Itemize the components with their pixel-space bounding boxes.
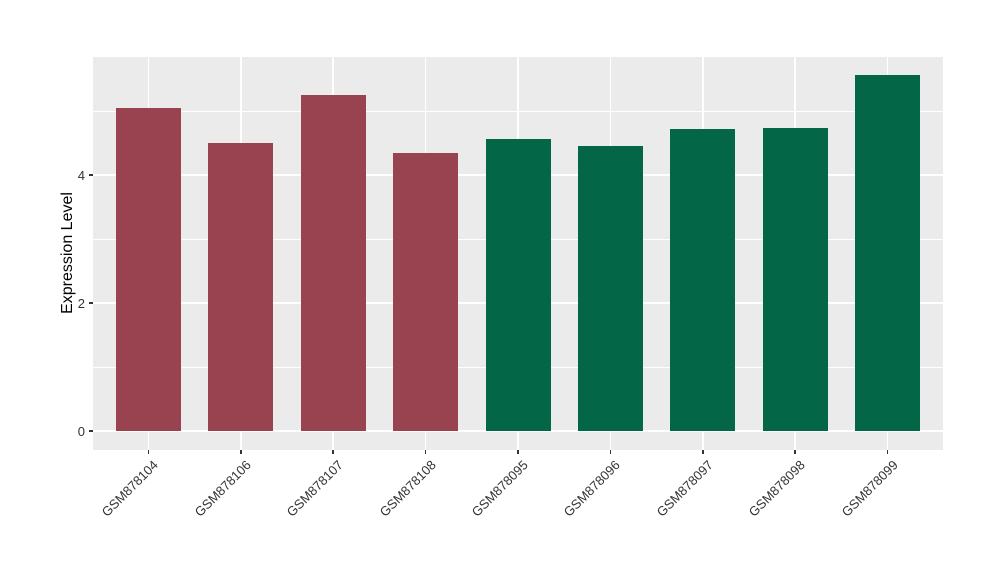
x-tick-mark	[702, 450, 704, 454]
x-tick-label: GSM878095	[468, 457, 531, 520]
bar-GSM878104	[115, 107, 181, 431]
bar-GSM878097	[670, 128, 736, 431]
bar-GSM878095	[485, 139, 551, 431]
x-tick-label: GSM878108	[376, 457, 439, 520]
y-tick-label: 2	[77, 295, 85, 311]
x-tick-label: GSM878096	[561, 457, 624, 520]
bar-GSM878106	[208, 143, 274, 431]
x-tick-label: GSM878098	[745, 457, 809, 520]
x-tick-mark	[886, 450, 889, 454]
x-tick-label: GSM878107	[283, 457, 347, 520]
x-tick-label: GSM878106	[191, 457, 254, 520]
x-tick-mark	[609, 450, 612, 454]
x-tick-mark	[794, 450, 796, 454]
y-tick-label: 4	[77, 167, 85, 183]
x-tick-mark	[424, 450, 427, 454]
bar-GSM878099	[855, 74, 921, 431]
y-tick-mark	[89, 302, 93, 304]
bar-GSM878098	[762, 128, 828, 431]
x-tick-mark	[332, 450, 334, 454]
x-tick-label: GSM878097	[653, 457, 716, 520]
bar-GSM878107	[300, 95, 366, 431]
y-tick-mark	[89, 174, 93, 176]
x-tick-label: GSM878099	[838, 457, 901, 520]
x-tick-mark	[147, 450, 150, 454]
plot-panel	[93, 57, 943, 450]
y-tick-mark	[89, 430, 93, 432]
x-tick-label: GSM878104	[99, 457, 162, 520]
x-tick-mark	[240, 450, 242, 454]
bar-GSM878108	[393, 153, 459, 431]
x-tick-mark	[517, 450, 519, 454]
y-tick-label: 0	[77, 423, 85, 439]
bar-GSM878096	[577, 146, 643, 431]
